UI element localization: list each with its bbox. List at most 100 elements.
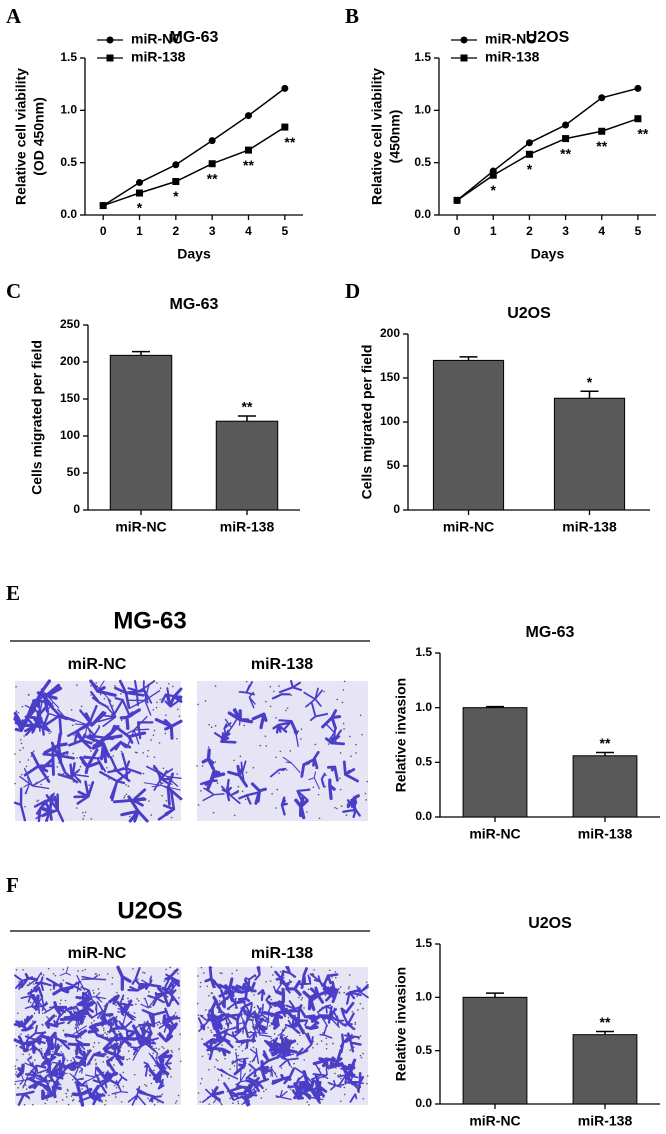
pore (325, 1058, 327, 1061)
pore (298, 996, 300, 999)
pore (214, 725, 217, 727)
cell (79, 748, 101, 775)
y-tick-label: 1.0 (414, 103, 431, 117)
cell (131, 1024, 151, 1048)
pore (232, 1102, 234, 1104)
pore (214, 685, 217, 687)
pore (102, 1029, 105, 1032)
cell (282, 756, 301, 774)
pore (355, 752, 357, 754)
pore (327, 1015, 330, 1017)
pore (123, 796, 125, 799)
pore (249, 1068, 252, 1071)
panel-label: E (6, 581, 20, 605)
cell (111, 1079, 129, 1095)
cell (85, 735, 111, 764)
pore (14, 1065, 17, 1067)
marker (598, 127, 606, 135)
pore (133, 1073, 136, 1076)
pore (106, 1030, 109, 1033)
cell (113, 725, 147, 744)
pore (339, 777, 341, 780)
pore (327, 1068, 330, 1070)
pore (177, 997, 180, 999)
pore (229, 1097, 231, 1100)
pore (252, 1023, 255, 1026)
marker (99, 202, 107, 210)
pore (231, 972, 233, 975)
y-axis-label: Relative invasion (393, 678, 409, 792)
pore (286, 707, 289, 709)
pore (279, 970, 282, 973)
pore (228, 1008, 230, 1011)
pore (24, 805, 26, 808)
pore (19, 761, 21, 763)
pore (229, 1074, 231, 1077)
pore (313, 969, 315, 971)
pore (148, 1024, 151, 1026)
pore (319, 1102, 321, 1104)
pore (161, 1093, 164, 1096)
pore (224, 740, 226, 742)
bar (572, 1034, 638, 1105)
pore (275, 807, 277, 809)
marker (562, 135, 570, 143)
pore (283, 977, 285, 979)
pore (124, 689, 127, 692)
error-bar (459, 356, 478, 361)
pore (81, 969, 84, 972)
cell (224, 986, 235, 1001)
pore (171, 1051, 174, 1053)
pore (276, 1046, 279, 1048)
pore (308, 1103, 310, 1106)
pore (106, 1056, 109, 1058)
pore (280, 1067, 283, 1069)
significance: ** (600, 735, 611, 751)
pore (342, 689, 345, 691)
cell (107, 994, 120, 1005)
y-tick-label: 0.0 (414, 207, 431, 221)
pore (98, 974, 101, 976)
cell (57, 762, 79, 784)
pore (15, 710, 18, 713)
marker (136, 179, 143, 187)
pore (20, 738, 22, 741)
pore (232, 1060, 234, 1062)
error-bar (238, 415, 256, 422)
pore (110, 1023, 113, 1026)
pore (143, 1036, 145, 1039)
cell (90, 690, 109, 709)
pore (163, 1047, 165, 1049)
cell (238, 791, 261, 805)
pore (260, 788, 263, 791)
pore (339, 1100, 342, 1103)
pore (62, 1029, 65, 1032)
bar (462, 996, 528, 1105)
significance: * (587, 374, 593, 390)
pore (90, 685, 92, 687)
x-tick-label: 4 (245, 224, 252, 238)
pore (93, 992, 95, 994)
pore (42, 1096, 44, 1099)
pore (101, 1081, 104, 1084)
pore (83, 815, 86, 817)
pore (286, 1035, 288, 1038)
cell (294, 1019, 309, 1027)
pore (282, 974, 285, 977)
pore (143, 972, 146, 974)
cell (17, 1020, 37, 1032)
pore (246, 1031, 249, 1034)
pore (210, 980, 213, 982)
pore (236, 1084, 239, 1086)
pore (72, 724, 74, 727)
pore (159, 1022, 162, 1025)
pore (20, 742, 23, 745)
pore (322, 1096, 325, 1099)
pore (148, 800, 150, 802)
pore (155, 1047, 158, 1050)
pore (42, 1042, 45, 1044)
pore (348, 974, 351, 976)
cell (155, 987, 174, 1008)
pore (172, 685, 174, 688)
pore (204, 700, 207, 702)
